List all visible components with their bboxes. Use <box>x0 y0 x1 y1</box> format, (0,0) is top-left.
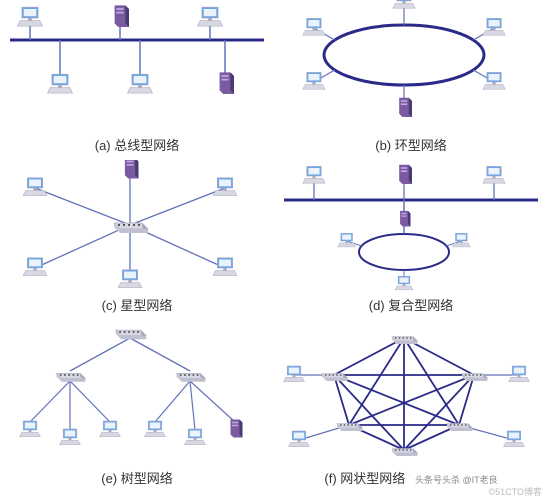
ring-diagram <box>274 0 548 135</box>
caption-star: (c) 星型网络 <box>0 295 274 314</box>
caption-tree: (e) 树型网络 <box>0 468 274 487</box>
watermark: ©51CTO博客 <box>489 485 542 498</box>
panel-star: (c) 星型网络 <box>0 160 274 320</box>
caption-bus: (a) 总线型网络 <box>0 135 274 154</box>
panel-bus: (a) 总线型网络 <box>0 0 274 160</box>
caption-mesh-text: (f) 网状型网络 <box>324 471 405 486</box>
mesh-diagram <box>274 320 548 465</box>
tree-diagram <box>0 320 274 465</box>
caption-ring: (b) 环型网络 <box>274 135 548 154</box>
panel-ring: (b) 环型网络 <box>274 0 548 160</box>
star-diagram <box>0 160 274 295</box>
footer-credit: 头条号头杀 @IT老良 <box>415 475 498 485</box>
caption-hybrid: (d) 复合型网络 <box>274 295 548 314</box>
panel-tree: (e) 树型网络 <box>0 320 274 490</box>
panel-mesh: (f) 网状型网络 头条号头杀 @IT老良 <box>274 320 548 490</box>
panel-hybrid: (d) 复合型网络 <box>274 160 548 320</box>
hybrid-diagram <box>274 160 548 295</box>
bus-diagram <box>0 0 274 135</box>
